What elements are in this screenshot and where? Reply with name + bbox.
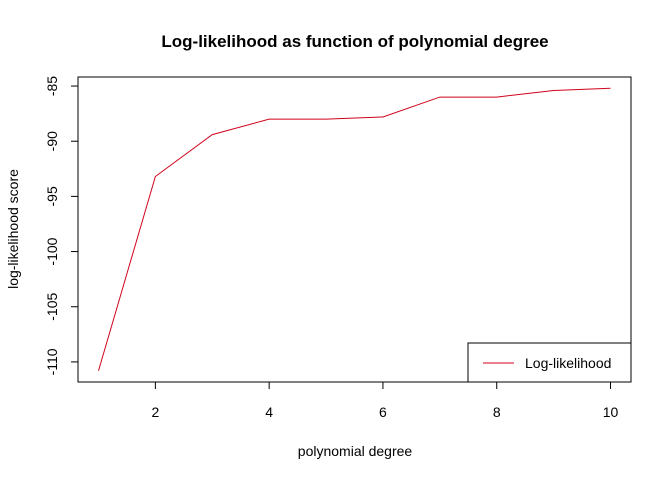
x-tick-label: 6 <box>379 404 387 420</box>
y-tick-label: -105 <box>44 293 60 321</box>
y-tick-label: -100 <box>44 237 60 265</box>
x-tick-label: 8 <box>493 404 501 420</box>
y-axis-label: log-likelihood score <box>5 169 21 289</box>
y-tick-label: -95 <box>44 186 60 206</box>
x-axis: 2 4 6 8 10 <box>151 382 619 420</box>
y-tick-label: -110 <box>44 348 60 375</box>
plot-frame <box>77 76 632 383</box>
x-tick-label: 10 <box>603 404 619 420</box>
chart-title: Log-likelihood as function of polynomial… <box>161 32 548 51</box>
legend-label: Log-likelihood <box>525 355 611 371</box>
y-tick-label: -85 <box>44 76 60 96</box>
x-tick-label: 2 <box>151 404 159 420</box>
y-tick-label: -90 <box>44 131 60 151</box>
series-group <box>98 87 611 371</box>
series-line <box>98 87 611 371</box>
x-axis-label: polynomial degree <box>298 443 413 459</box>
y-axis: -110 -105 -100 -95 -90 -85 <box>44 76 78 375</box>
legend: Log-likelihood <box>467 342 632 383</box>
x-tick-label: 4 <box>265 404 273 420</box>
